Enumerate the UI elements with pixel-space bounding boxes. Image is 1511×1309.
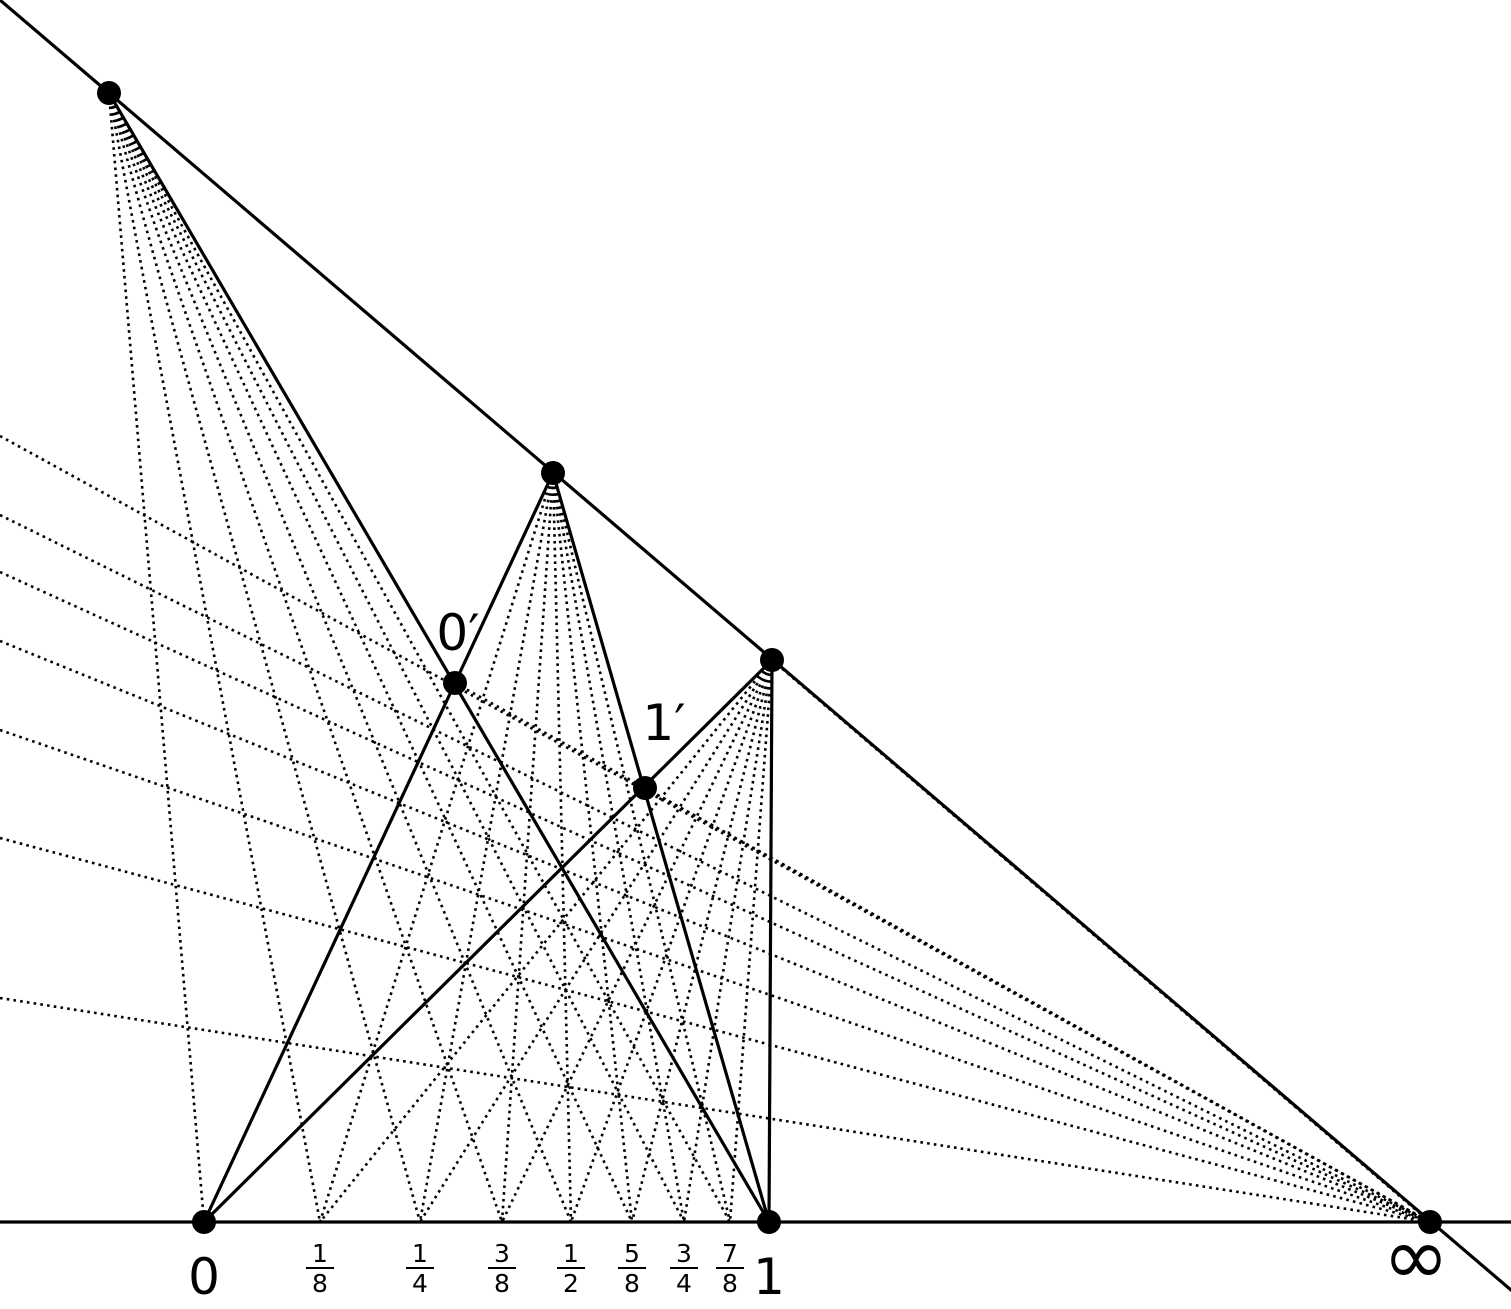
label-one: 1 [753,1248,785,1306]
dotted-line-to-infinity-3 [0,639,1431,1224]
fraction-label: 18 [306,1239,334,1298]
line-c-to-one [767,658,774,1224]
dotted-line-from-b-3 [500,472,555,1223]
dotted-line-from-c-3 [500,659,774,1223]
construction-points [97,81,1442,1234]
dotted-line-from-a-4 [107,92,573,1223]
dotted-line-to-infinity-4 [0,728,1431,1224]
fraction-label: 14 [406,1239,434,1298]
dotted-construction-lines [0,92,1431,1224]
dotted-line-from-c-6 [682,659,774,1223]
line-zprime-to-b [453,471,555,685]
dotted-line-from-b-6 [551,472,686,1223]
fraction-numerator: 5 [624,1239,640,1268]
label-infinity: ∞ [1383,1210,1450,1303]
fraction-denominator: 8 [624,1269,640,1298]
fraction-numerator: 1 [312,1239,328,1268]
point-one [757,1210,781,1234]
fraction-denominator: 8 [722,1269,738,1298]
dotted-line-from-a-7 [107,92,732,1223]
point-one-prime [633,776,657,800]
dotted-line-to-infinity-5 [0,836,1431,1224]
point-c [760,648,784,672]
fraction-label: 58 [618,1239,646,1298]
fraction-numerator: 7 [722,1239,738,1268]
dotted-line-from-a-6 [107,92,686,1223]
fraction-label: 38 [488,1239,516,1298]
fraction-numerator: 3 [494,1239,510,1268]
line-b-to-one [551,471,771,1224]
fraction-denominator: 4 [412,1269,428,1298]
dotted-line-from-a-3 [107,92,504,1223]
fraction-denominator: 2 [563,1269,579,1298]
line-a-to-one [107,91,771,1224]
fraction-label: 12 [557,1239,585,1298]
dotted-line-from-b-2 [418,472,555,1223]
dotted-line-from-c-7 [728,659,774,1223]
dotted-line-from-c-4 [569,659,774,1223]
fraction-denominator: 4 [676,1269,692,1298]
point-zero-prime [443,671,467,695]
dotted-line-from-c-1 [318,659,774,1223]
fraction-label: 78 [716,1239,744,1298]
point-zero [192,1210,216,1234]
line-zero-to-c [202,658,774,1224]
point-b [541,461,565,485]
dotted-line-to-infinity-6 [0,996,1431,1224]
dotted-line-from-a-1 [107,92,322,1223]
point-a [97,81,121,105]
dotted-line-zprime-to-infinity [454,681,1431,1224]
line-zero-to-zprime [202,681,457,1224]
dotted-line-to-infinity-1 [0,513,1431,1224]
fraction-numerator: 1 [412,1239,428,1268]
dotted-line-from-b-4 [551,472,573,1223]
fraction-denominator: 8 [494,1269,510,1298]
label-zero-prime: 0′ [436,604,479,662]
fraction-numerator: 3 [676,1239,692,1268]
dotted-line-from-a-0 [107,92,206,1223]
label-one-prime: 1′ [642,694,685,752]
dotted-line-from-b-1 [318,472,555,1223]
dotted-line-from-a-2 [107,92,422,1223]
dotted-line-to-infinity-2 [0,570,1431,1224]
dotted-line-to-infinity-0 [0,434,1431,1224]
point-infinity [1418,1210,1442,1234]
dotted-line-from-b-5 [551,472,634,1223]
fraction-numerator: 1 [563,1239,579,1268]
fraction-denominator: 8 [312,1269,328,1298]
dotted-line-from-c-5 [630,659,774,1223]
dotted-line-from-c-2 [418,659,774,1223]
fraction-label: 34 [670,1239,698,1298]
dotted-line-from-b-7 [551,472,732,1223]
label-zero: 0 [188,1248,220,1306]
